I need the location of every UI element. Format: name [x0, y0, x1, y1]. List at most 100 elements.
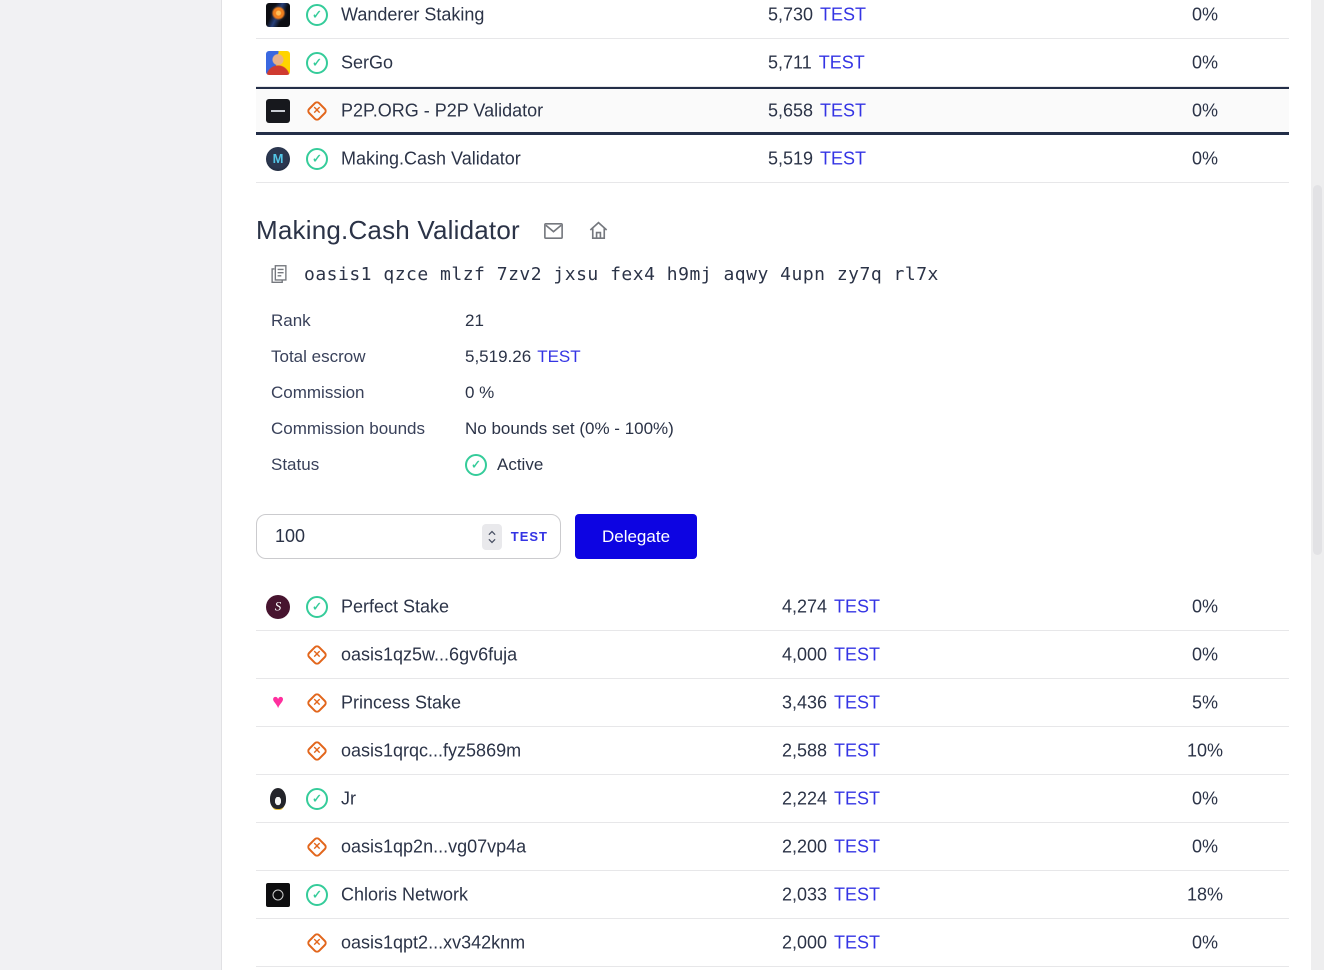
token-symbol-link[interactable]: TEST [818, 52, 865, 72]
validator-name: Wanderer Staking [341, 4, 485, 24]
status-active-icon [306, 3, 328, 26]
email-icon[interactable] [542, 219, 565, 242]
token-symbol-link[interactable]: TEST [834, 836, 881, 856]
token-symbol-link[interactable]: TEST [820, 100, 867, 120]
escrow-amount: 4,000 TEST [782, 644, 881, 664]
validator-details-list: Rank 21 Total escrow 5,519.26 TEST Commi… [256, 303, 1289, 483]
left-sidebar [0, 0, 222, 970]
delegate-form: TEST Delegate [256, 514, 1289, 559]
status-active-icon [306, 883, 328, 906]
token-symbol-link[interactable]: TEST [537, 347, 581, 366]
validator-detail-title: Making.Cash Validator [256, 215, 520, 245]
token-symbol-link[interactable]: TEST [834, 596, 881, 616]
fee-percent: 0% [1191, 100, 1218, 120]
escrow-amount: 3,436 TEST [782, 692, 881, 712]
website-home-icon[interactable] [587, 219, 610, 242]
fee-percent: 0% [1191, 788, 1218, 808]
detail-field-value: Active [465, 454, 543, 476]
token-symbol-link[interactable]: TEST [834, 788, 881, 808]
amount-field-wrap: TEST [256, 514, 561, 559]
validator-name: Chloris Network [341, 884, 469, 904]
vertical-scrollbar[interactable] [1311, 0, 1324, 970]
detail-field-row: Commission 0 % [256, 375, 1289, 411]
fee-percent: 0% [1191, 4, 1218, 24]
escrow-amount: 5,730 TEST [768, 4, 867, 24]
token-symbol-link[interactable]: TEST [834, 692, 881, 712]
token-symbol-link[interactable]: TEST [820, 148, 867, 168]
copy-address-icon[interactable] [268, 263, 290, 285]
perfect-stake-avatar [266, 594, 290, 619]
status-active-icon [306, 595, 328, 618]
scrollbar-thumb[interactable] [1313, 185, 1322, 555]
chloris-network-avatar [266, 882, 290, 907]
amount-stepper[interactable] [481, 523, 502, 550]
p2p-org-avatar [266, 98, 290, 123]
detail-field-row: Commission bounds No bounds set (0% - 10… [256, 411, 1289, 447]
fee-percent: 5% [1191, 692, 1218, 712]
detail-field-label: Commission bounds [271, 419, 426, 438]
escrow-amount: 5,658 TEST [768, 100, 867, 120]
token-symbol-link[interactable]: TEST [834, 644, 881, 664]
status-inactive-icon [306, 932, 328, 954]
empty-avatar [266, 739, 290, 763]
detail-field-label: Status [271, 455, 320, 474]
token-symbol-link[interactable]: TEST [834, 740, 881, 760]
amount-input[interactable] [273, 525, 482, 548]
detail-field-label: Total escrow [271, 347, 366, 366]
fee-percent: 18% [1186, 884, 1224, 904]
making-cash-avatar [266, 146, 290, 171]
detail-field-row: Rank 21 [256, 303, 1289, 339]
status-inactive-icon [306, 740, 328, 762]
detail-field-label: Rank [271, 311, 311, 330]
validator-name: P2P.ORG - P2P Validator [341, 100, 544, 120]
fee-percent: 0% [1191, 836, 1218, 856]
token-symbol-link[interactable]: TEST [820, 4, 867, 24]
status-active-icon [465, 454, 487, 476]
status-inactive-icon [306, 644, 328, 666]
detail-field-value: No bounds set (0% - 100%) [465, 419, 674, 438]
validator-name: SerGo [341, 52, 394, 72]
empty-avatar [266, 835, 290, 859]
validator-name: Making.Cash Validator [341, 148, 521, 168]
validator-name: oasis1qpt2...xv342knm [341, 932, 526, 952]
status-active-icon [306, 787, 328, 810]
fee-percent: 0% [1191, 52, 1218, 72]
delegate-button[interactable]: Delegate [575, 514, 697, 559]
empty-avatar [266, 643, 290, 667]
status-inactive-icon [306, 100, 328, 122]
escrow-amount: 4,274 TEST [782, 596, 881, 616]
sergo-avatar [266, 50, 290, 75]
token-symbol-link[interactable]: TEST [834, 932, 881, 952]
escrow-amount: 2,224 TEST [782, 788, 881, 808]
validator-name: oasis1qz5w...6gv6fuja [341, 644, 518, 664]
escrow-amount: 2,033 TEST [782, 884, 881, 904]
status-inactive-icon [306, 692, 328, 714]
status-active-icon [306, 147, 328, 170]
validator-address-row[interactable]: oasis1 qzce mlzf 7zv2 jxsu fex4 h9mj aqw… [256, 263, 1289, 285]
fee-percent: 0% [1191, 596, 1218, 616]
amount-currency-label: TEST [510, 529, 548, 544]
validator-address: oasis1 qzce mlzf 7zv2 jxsu fex4 h9mj aqw… [304, 263, 939, 285]
jr-penguin-avatar [266, 787, 290, 811]
status-active-icon [306, 51, 328, 74]
escrow-amount: 2,000 TEST [782, 932, 881, 952]
validator-name: Perfect Stake [341, 596, 450, 616]
detail-field-row: Status Active [256, 447, 1289, 483]
fee-percent: 0% [1191, 148, 1218, 168]
escrow-amount: 5,711 TEST [768, 52, 865, 72]
token-symbol-link[interactable]: TEST [834, 884, 881, 904]
